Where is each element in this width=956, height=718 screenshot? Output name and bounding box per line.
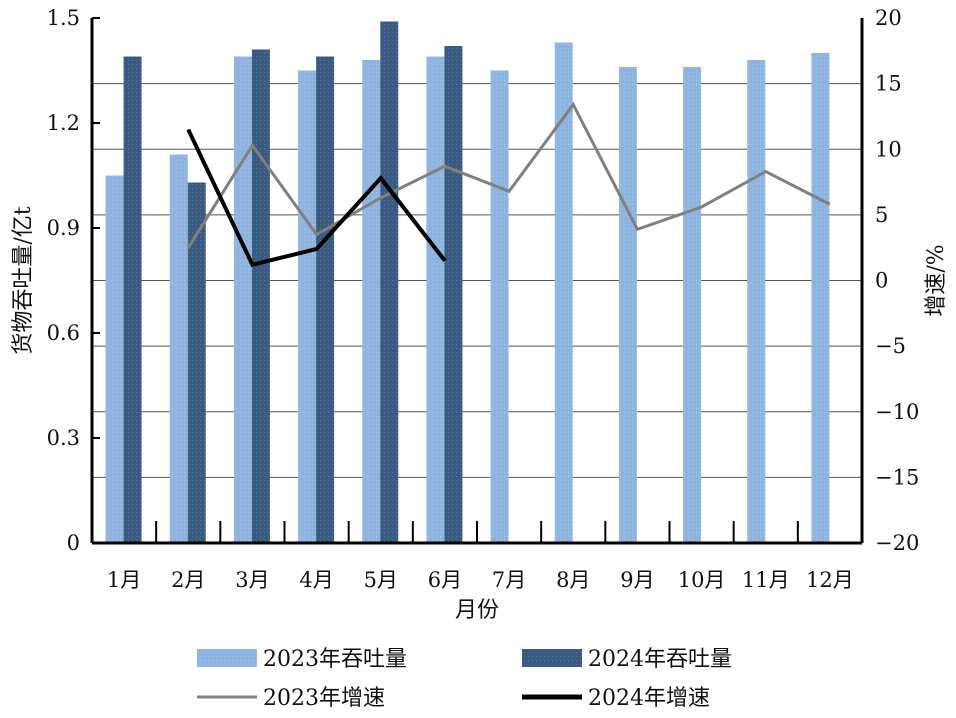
y-axis-title: 货物吞吐量/亿t [11, 206, 36, 354]
bar-2024-4 [316, 56, 335, 543]
bar-2023-3 [233, 56, 252, 543]
x-tick-label: 12月 [806, 568, 854, 592]
bar-2023-1 [105, 175, 124, 543]
line-2023年增速 [186, 101, 831, 249]
bar-2023-12 [811, 53, 830, 543]
bar-2023-9 [618, 67, 637, 543]
x-tick-label: 2月 [171, 568, 205, 592]
tick-labels: 1月 2月 3月 4月 5月 6月 7月 8月 9月 10月 11月 12月 0 0.3 0.6 0.9 1.2… [47, 6, 920, 592]
x-tick-label: 10月 [678, 568, 726, 592]
x-tick-label: 11月 [742, 568, 790, 592]
legend: 2023年吞吐量 2024年吞吐量 2023年增速 2024年增速 [197, 647, 732, 711]
legend-swatch [522, 649, 582, 667]
y-tick-label: 1.5 [47, 6, 80, 30]
bars [105, 21, 830, 543]
legend-swatch [197, 649, 257, 667]
axes [90, 17, 864, 545]
line-2024年增速 [186, 128, 447, 268]
bar-2024-2 [187, 182, 206, 543]
bar-2024-6 [444, 46, 463, 543]
x-tick-label: 1月 [107, 568, 141, 592]
y2-tick-label: 5 [875, 203, 888, 227]
bar-2023-5 [362, 60, 381, 543]
y-tick-label: 1.2 [47, 111, 80, 135]
y2-tick-label: −15 [875, 465, 919, 489]
y2-tick-label: 10 [875, 137, 902, 161]
legend-label: 2023年增速 [263, 686, 385, 711]
x-tick-label: 8月 [556, 568, 590, 592]
x-tick-label: 9月 [620, 568, 654, 592]
bar-2023-7 [490, 70, 509, 543]
y2-tick-label: −20 [875, 531, 919, 555]
bar-2023-11 [747, 60, 766, 543]
y2-tick-label: 20 [875, 6, 902, 30]
y2-tick-label: 15 [875, 72, 902, 96]
x-tick-label: 3月 [235, 568, 269, 592]
bar-2024-5 [380, 21, 399, 543]
bar-2023-6 [426, 56, 445, 543]
y-tick-label: 0.9 [47, 216, 80, 240]
bar-2024-1 [123, 56, 142, 543]
x-tick-label: 6月 [428, 568, 462, 592]
legend-label: 2024年吞吐量 [588, 647, 732, 672]
bar-2024-3 [251, 49, 270, 543]
y-tick-label: 0 [67, 531, 80, 555]
legend-label: 2024年增速 [588, 686, 710, 711]
gridlines [92, 83, 862, 478]
x-tick-label: 7月 [492, 568, 526, 592]
y2-tick-label: 0 [875, 269, 888, 293]
x-tick-label: 5月 [364, 568, 398, 592]
legend-label: 2023年吞吐量 [263, 647, 407, 672]
bar-2023-2 [169, 154, 188, 543]
y2-tick-label: −10 [875, 400, 919, 424]
y2-axis-title: 增速/% [924, 244, 949, 316]
bar-2023-10 [683, 67, 702, 543]
x-axis-title: 月份 [455, 598, 499, 623]
x-tick-label: 4月 [299, 568, 333, 592]
bar-2023-8 [554, 42, 573, 543]
y-tick-label: 0.6 [47, 321, 80, 345]
y2-tick-label: −5 [875, 334, 906, 358]
bar-2023-4 [298, 70, 317, 543]
y-tick-label: 0.3 [47, 426, 80, 450]
lines [186, 101, 831, 268]
